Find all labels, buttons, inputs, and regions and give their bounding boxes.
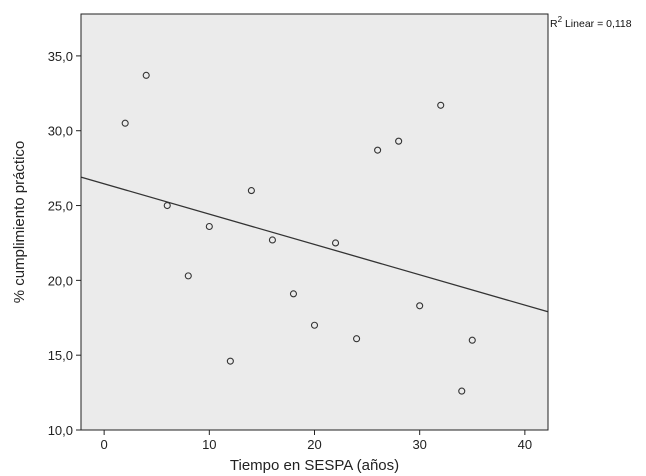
y-tick-label: 15,0 [48, 348, 73, 363]
data-point [458, 387, 466, 395]
data-point [374, 146, 382, 154]
data-point [184, 272, 192, 280]
y-tick-label: 30,0 [48, 124, 73, 139]
data-point [289, 290, 298, 298]
data-point [416, 302, 424, 310]
data-point [468, 336, 476, 344]
r2-superscript: 2 [558, 15, 563, 24]
data-point [395, 137, 403, 145]
x-axis-title: Tiempo en SESPA (años) [230, 457, 399, 474]
data-point [353, 335, 361, 343]
data-point [205, 222, 213, 231]
r2-text: Linear = 0,118 [562, 18, 632, 30]
data-point [331, 239, 340, 247]
fit-line [80, 176, 549, 313]
r2-annotation: R2 Linear = 0,118 [550, 15, 632, 30]
data-point [142, 71, 150, 79]
data-point [121, 119, 129, 127]
y-tick-label: 35,0 [48, 49, 73, 64]
data-point [268, 236, 276, 244]
data-point [437, 101, 445, 109]
x-tick-label: 30 [412, 437, 426, 452]
y-tick-label: 20,0 [48, 273, 73, 288]
data-point [310, 321, 319, 329]
x-tick-label: 20 [307, 437, 321, 452]
data-point [226, 357, 234, 365]
plot-area [81, 14, 548, 430]
x-tick-label: 40 [518, 437, 532, 452]
data-point [247, 187, 255, 195]
data-point [163, 201, 171, 210]
y-tick-label: 25,0 [48, 199, 73, 214]
r2-symbol: R [550, 18, 558, 30]
x-tick-label: 10 [202, 437, 216, 452]
y-tick-label: 10,0 [48, 423, 73, 438]
y-axis-title: % cumplimiento práctico [11, 141, 28, 304]
x-tick-label: 0 [101, 437, 108, 452]
